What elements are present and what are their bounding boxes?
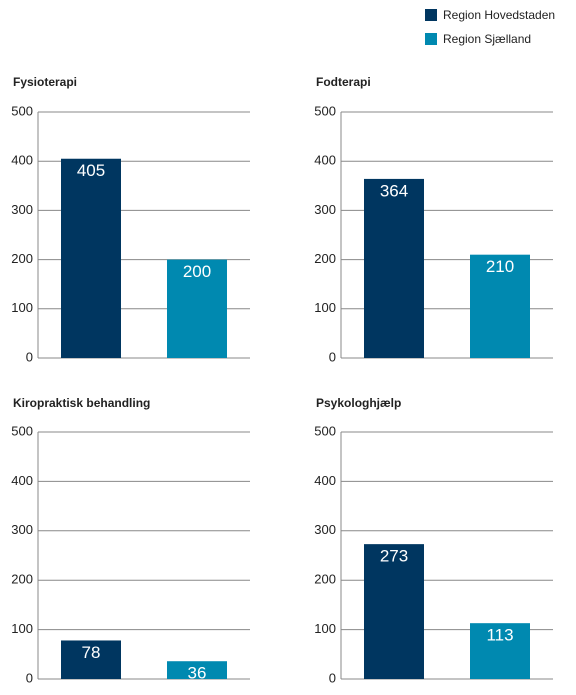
value-label: 200 — [183, 262, 211, 281]
chart-title: Fysioterapi — [13, 75, 77, 89]
y-tick-label: 200 — [11, 251, 33, 266]
y-tick-label: 400 — [314, 153, 336, 168]
y-tick-label: 500 — [11, 423, 33, 438]
chart-title: Psykologhjælp — [316, 396, 401, 410]
y-tick-label: 0 — [329, 670, 336, 685]
value-label: 210 — [486, 257, 514, 276]
value-label: 36 — [188, 664, 207, 683]
y-tick-label: 0 — [26, 349, 33, 364]
legend-swatch — [425, 9, 437, 21]
y-tick-label: 200 — [314, 251, 336, 266]
value-label: 364 — [380, 181, 408, 200]
y-tick-label: 400 — [314, 473, 336, 488]
y-tick-label: 100 — [11, 300, 33, 315]
y-tick-label: 300 — [314, 522, 336, 537]
y-tick-label: 100 — [314, 621, 336, 636]
legend-label: Region Sjælland — [443, 32, 531, 46]
legend-swatch — [425, 33, 437, 45]
chart-title: Fodterapi — [316, 75, 371, 89]
y-tick-label: 100 — [314, 300, 336, 315]
y-tick-label: 400 — [11, 153, 33, 168]
bar — [470, 623, 530, 679]
y-tick-label: 400 — [11, 473, 33, 488]
bar — [167, 661, 227, 679]
y-tick-label: 300 — [11, 522, 33, 537]
legend-label: Region Hovedstaden — [443, 8, 555, 22]
chart-title: Kiropraktisk behandling — [13, 396, 150, 410]
value-label: 405 — [77, 161, 105, 180]
value-label: 78 — [82, 643, 101, 662]
y-tick-label: 500 — [314, 103, 336, 118]
y-tick-label: 200 — [314, 572, 336, 587]
y-tick-label: 200 — [11, 572, 33, 587]
y-tick-label: 100 — [11, 621, 33, 636]
y-tick-label: 0 — [26, 670, 33, 685]
bar — [364, 178, 424, 358]
y-tick-label: 300 — [11, 202, 33, 217]
y-tick-label: 500 — [314, 423, 336, 438]
y-tick-label: 300 — [314, 202, 336, 217]
y-tick-label: 500 — [11, 103, 33, 118]
bar — [61, 158, 121, 358]
y-tick-label: 0 — [329, 349, 336, 364]
value-label: 113 — [486, 626, 513, 645]
bar — [470, 254, 530, 358]
bar — [61, 640, 121, 679]
bar — [364, 544, 424, 679]
value-label: 273 — [380, 547, 408, 566]
bar — [167, 259, 227, 358]
